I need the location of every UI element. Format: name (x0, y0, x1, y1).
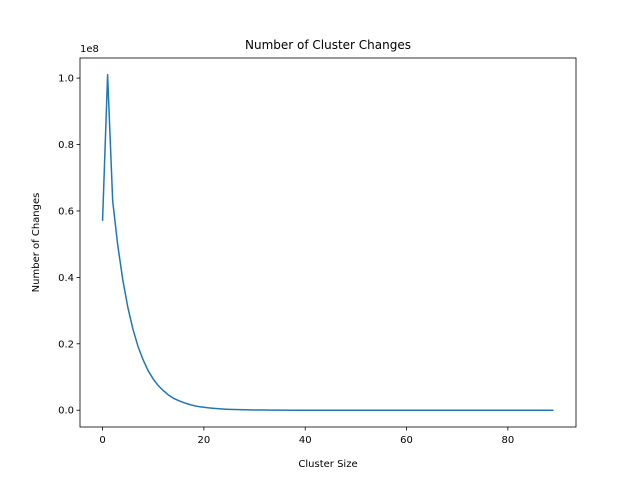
y-tick-label: 0.2 (58, 339, 74, 350)
chart-title: Number of Cluster Changes (245, 38, 411, 52)
x-tick-label: 80 (501, 435, 514, 446)
y-tick-label: 1.0 (58, 74, 74, 85)
y-tick-label: 0.8 (58, 140, 74, 151)
x-axis-label: Cluster Size (298, 459, 357, 470)
y-tick-label: 0.0 (58, 406, 74, 417)
y-tick-label: 0.4 (58, 273, 74, 284)
plot-frame (79, 57, 577, 428)
x-tick-label: 40 (299, 435, 312, 446)
y-offset-label: 1e8 (80, 44, 99, 55)
x-tick-label: 60 (400, 435, 413, 446)
y-axis-label: Number of Changes (31, 193, 42, 293)
series-line-0 (101, 74, 554, 411)
x-tick-label: 20 (198, 435, 211, 446)
y-tick-label: 0.6 (58, 206, 74, 217)
y-axis-ticks: 0.0 0.2 0.4 0.6 0.8 1.0 (58, 74, 80, 417)
x-tick-label: 0 (99, 435, 105, 446)
plot-area (101, 74, 554, 411)
x-axis-ticks: 0 20 40 60 80 (99, 427, 514, 446)
